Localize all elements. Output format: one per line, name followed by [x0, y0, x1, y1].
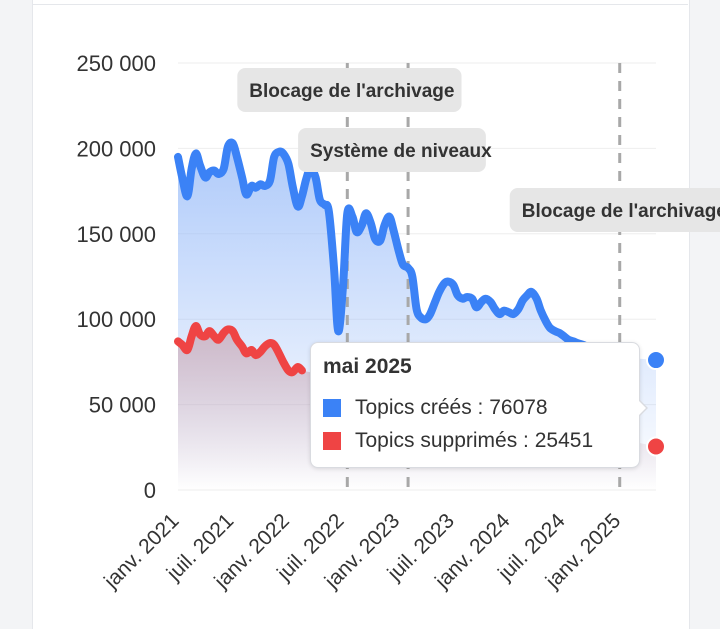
annotation-labels: Blocage de l'archivage Système de niveaux…	[237, 68, 720, 232]
created-point	[646, 350, 666, 371]
y-tick-label: 200 000	[76, 136, 156, 161]
y-tick-label: 150 000	[76, 222, 156, 247]
annotation-label: Système de niveaux	[310, 141, 492, 162]
created-line	[174, 138, 619, 361]
tooltip-title: mai 2025	[323, 355, 412, 378]
card-top-border	[32, 4, 688, 5]
y-tick-label: 0	[144, 478, 156, 503]
tooltip: mai 2025 Topics créés : 76078 Topics sup…	[310, 342, 648, 468]
y-tick-label: 250 000	[76, 51, 156, 76]
tooltip-deleted-text: Topics supprimés : 25451	[355, 428, 594, 452]
hover-points	[646, 350, 666, 457]
tooltip-caret-fill	[638, 400, 646, 416]
annotation-label-bg	[509, 188, 720, 232]
deleted-line	[174, 322, 306, 377]
deleted-swatch	[323, 431, 341, 450]
tooltip-created-text: Topics créés : 76078	[355, 395, 548, 419]
y-axis: 0 50 000 100 000 150 000 200 000 250 000	[76, 51, 156, 503]
annotation-label-bg	[298, 128, 486, 172]
y-tick-label: 50 000	[89, 393, 156, 418]
tooltip-row-deleted: Topics supprimés : 25451	[323, 424, 627, 457]
y-tick-label: 100 000	[76, 307, 156, 332]
tooltip-row-created: Topics créés : 76078	[323, 391, 627, 424]
annotation-label-bg	[237, 68, 462, 112]
deleted-point	[646, 436, 666, 457]
x-tick-label: janv. 2021	[99, 509, 183, 593]
created-swatch	[323, 398, 341, 417]
annotation-label: Blocage de l'archivage	[249, 81, 454, 102]
annotation-label: Blocage de l'archivage 2	[522, 201, 720, 222]
series-lines	[174, 138, 619, 377]
